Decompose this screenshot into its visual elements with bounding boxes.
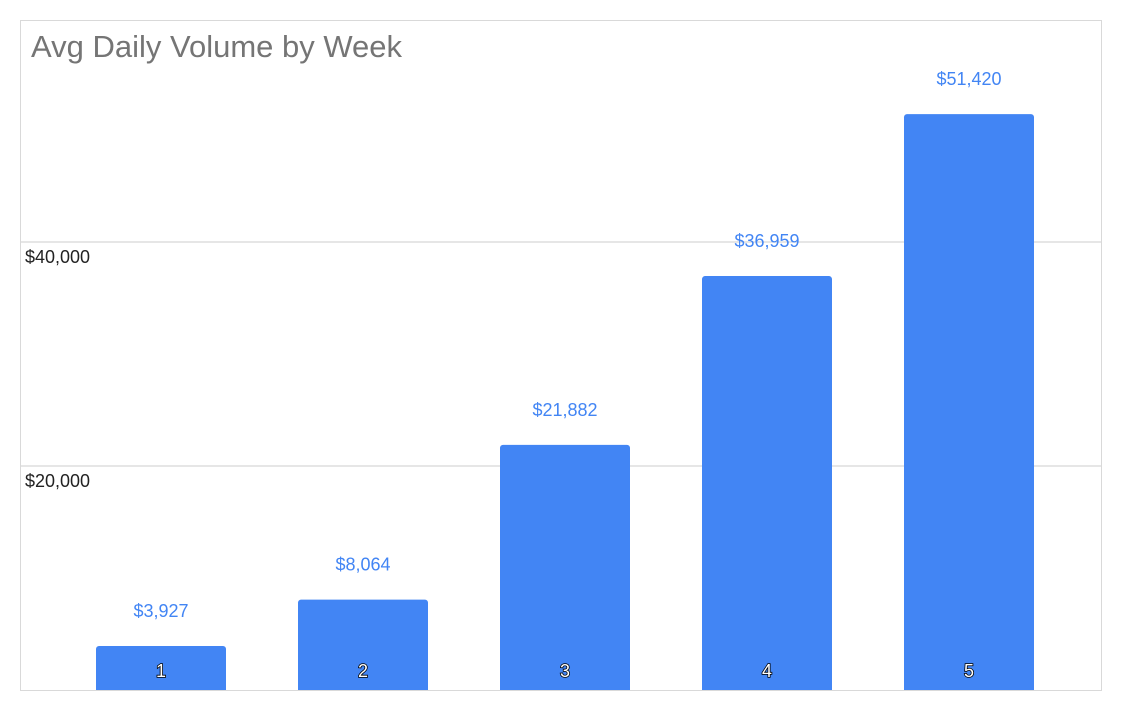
chart-title: Avg Daily Volume by Week <box>31 29 403 64</box>
bar-week-3 <box>500 444 630 690</box>
bar-chart-plot: $20,000 $40,000 $3,927 1 $8,064 2 $21,882 3 $36,… <box>21 69 1101 690</box>
x-category-label: 4 <box>762 661 772 681</box>
x-category-label: 2 <box>358 661 368 681</box>
data-label: $3,927 <box>133 601 188 621</box>
bar-week-1 <box>96 646 226 690</box>
data-label: $21,882 <box>532 400 597 420</box>
data-label: $36,959 <box>734 231 799 251</box>
x-category-label: 5 <box>964 661 974 681</box>
bars <box>96 114 1034 690</box>
data-label: $8,064 <box>335 555 390 575</box>
x-category-label: 1 <box>156 661 166 681</box>
bar-week-2 <box>298 599 428 690</box>
data-label: $51,420 <box>936 69 1001 89</box>
y-tick-label: $20,000 <box>25 471 90 491</box>
chart-frame: Avg Daily Volume by Week $20,000 $40,000 $… <box>20 20 1102 691</box>
bar-week-4 <box>702 276 832 690</box>
y-tick-label: $40,000 <box>25 247 90 267</box>
x-category-label: 3 <box>560 661 570 681</box>
bar-week-5 <box>904 114 1034 690</box>
labels: $20,000 $40,000 $3,927 1 $8,064 2 $21,882 3 $36,… <box>25 69 1002 682</box>
